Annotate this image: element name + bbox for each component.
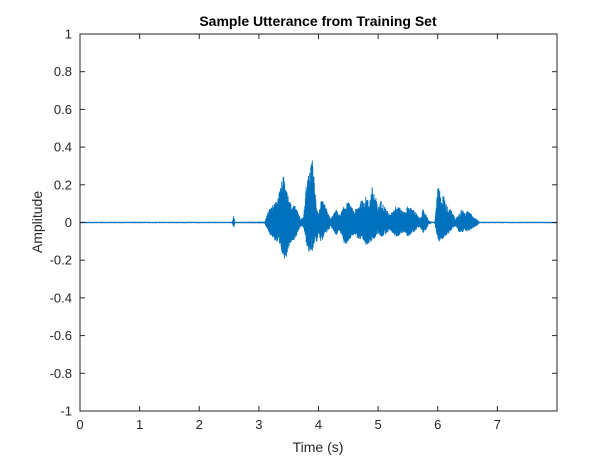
- x-tick-label: 7: [494, 417, 501, 432]
- x-tick-label: 2: [196, 417, 203, 432]
- y-tick-label: -0.6: [50, 328, 72, 343]
- x-axis-label: Time (s): [293, 439, 344, 455]
- x-tick-label: 1: [136, 417, 143, 432]
- x-tick-label: 4: [315, 417, 322, 432]
- y-tick-label: -0.4: [50, 290, 72, 305]
- y-tick-label: 1: [65, 27, 72, 42]
- y-tick-label: 0.2: [54, 177, 72, 192]
- x-tick-label: 3: [255, 417, 262, 432]
- y-tick-label: 0.8: [54, 64, 72, 79]
- y-tick-label: -0.2: [50, 253, 72, 268]
- x-tick-label: 5: [375, 417, 382, 432]
- x-tick-label: 0: [76, 417, 83, 432]
- y-axis-label: Amplitude: [29, 191, 45, 253]
- y-tick-label: 0: [65, 215, 72, 230]
- y-tick-label: -0.8: [50, 366, 72, 381]
- axis-ticks: 0 1 2 3 4 5 6 7 -1 -0.8 -0.6 -0.4 -0.2 0 0.2 0.4 0.6 0.8 1: [50, 27, 557, 432]
- y-tick-label: 0.6: [54, 102, 72, 117]
- x-tick-label: 6: [434, 417, 441, 432]
- y-tick-label: -1: [60, 404, 72, 419]
- y-tick-label: 0.4: [54, 140, 72, 155]
- chart-title: Sample Utterance from Training Set: [199, 13, 437, 29]
